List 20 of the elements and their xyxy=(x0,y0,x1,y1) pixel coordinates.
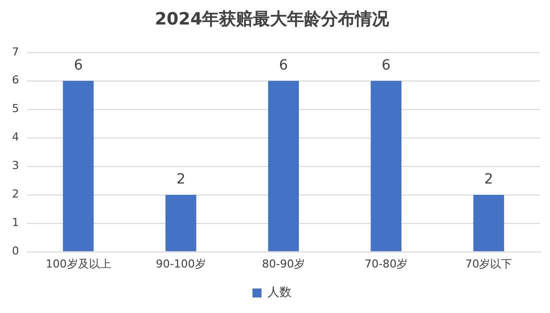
data-label: 6 xyxy=(382,58,391,74)
y-tick-label: 7 xyxy=(12,45,19,58)
data-label: 6 xyxy=(74,58,83,74)
data-label: 2 xyxy=(176,171,186,188)
x-tick-label: 70-80岁 xyxy=(364,257,408,270)
y-tick-label: 0 xyxy=(12,244,19,258)
y-tick-label: 2 xyxy=(12,188,19,201)
data-label: 2 xyxy=(484,171,494,188)
x-tick-label: 90-100岁 xyxy=(156,257,206,270)
x-tick-label: 70岁以下 xyxy=(465,257,512,270)
chart-title: 2024年获赔最大年龄分布情况 xyxy=(154,10,390,30)
data-label: 6 xyxy=(279,58,288,74)
x-tick-label: 80-90岁 xyxy=(262,257,305,270)
y-tick-label: 3 xyxy=(12,159,19,172)
y-tick-label: 4 xyxy=(12,130,19,144)
legend-label: 人数 xyxy=(268,285,292,300)
y-tick-label: 5 xyxy=(12,102,19,116)
y-tick-label: 1 xyxy=(12,216,19,230)
x-tick-label: 100岁及以上 xyxy=(46,257,111,270)
y-tick-label: 6 xyxy=(12,74,19,87)
